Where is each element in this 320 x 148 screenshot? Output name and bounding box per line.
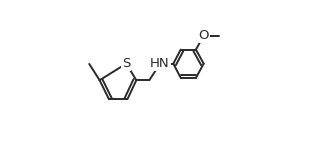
Text: O: O: [198, 29, 209, 42]
Text: S: S: [122, 57, 131, 70]
Text: HN: HN: [150, 57, 170, 70]
